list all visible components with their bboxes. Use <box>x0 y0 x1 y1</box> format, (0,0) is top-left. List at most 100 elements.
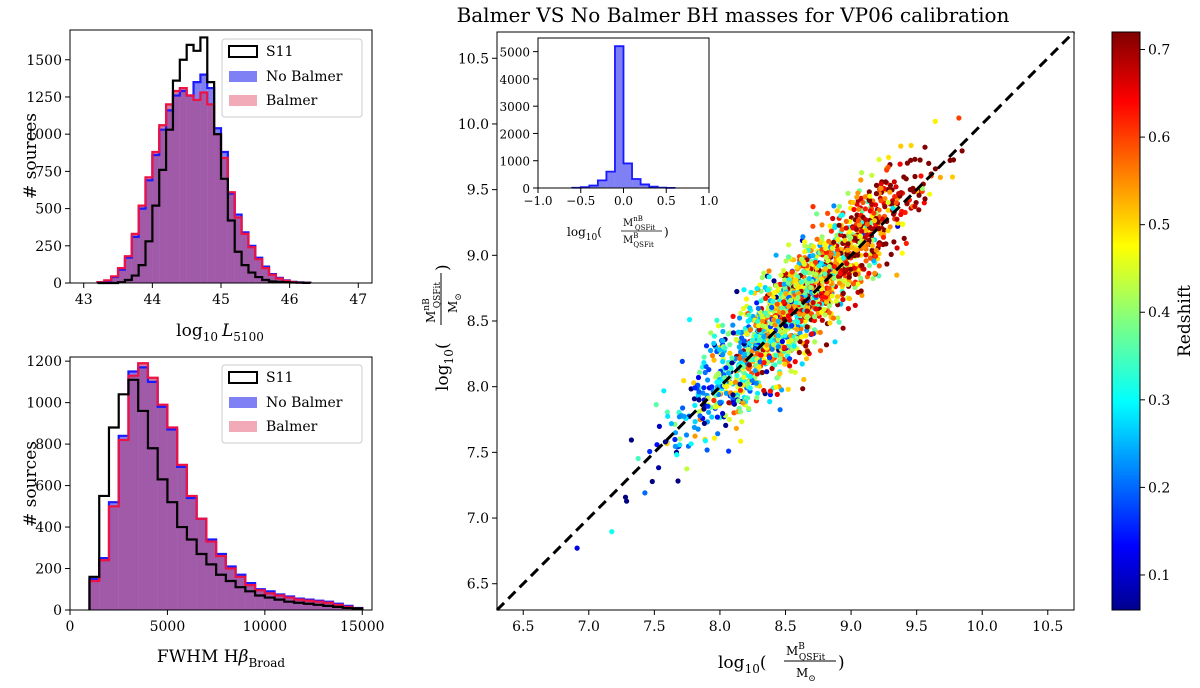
scatter-point <box>754 285 760 292</box>
scatter-point <box>704 447 710 453</box>
scatter-point <box>893 200 899 206</box>
scatter-point <box>746 405 752 412</box>
scatter-point <box>726 448 732 454</box>
scatter-point <box>787 356 793 362</box>
scatter-point <box>885 164 891 170</box>
scatter-point <box>764 369 770 375</box>
x-tick-label: 47 <box>349 292 367 308</box>
overlap-bar <box>269 274 276 283</box>
scatter-x-axis-label: log10( MB QSFit M⊙ ) <box>718 642 845 684</box>
scatter-point <box>700 390 706 396</box>
scatter-point <box>834 208 840 214</box>
scatter-point <box>862 194 868 200</box>
scatter-point <box>738 438 744 444</box>
colorbar-tick-label: 0.5 <box>1148 218 1170 234</box>
scatter-point <box>876 263 882 269</box>
scatter-point <box>773 252 779 258</box>
scatter-point <box>828 251 834 257</box>
scatter-point <box>888 251 894 257</box>
scatter-point <box>679 358 685 364</box>
y-tick-label: 1500 <box>26 53 62 69</box>
scatter-point <box>860 199 866 206</box>
balmer-bar <box>159 125 167 130</box>
scatter-point <box>806 270 813 276</box>
scatter-point <box>765 287 771 293</box>
scatter-point <box>798 256 805 262</box>
scatter-point <box>840 325 846 331</box>
y-tick-label: 0 <box>522 182 530 196</box>
colorbar-gradient <box>1111 31 1141 611</box>
scatter-point <box>898 143 904 149</box>
scatter-xlabel-numerator: MB QSFit <box>786 642 826 663</box>
scatter-point <box>725 331 731 337</box>
scatter-point <box>885 207 891 213</box>
scatter-point <box>749 337 755 343</box>
scatter-point <box>901 174 907 180</box>
scatter-point <box>711 333 718 339</box>
scatter-ylabel-log-text: log <box>433 364 453 391</box>
scatter-point <box>883 241 889 247</box>
y-tick-label: 2000 <box>499 127 530 141</box>
scatter-xlabel-num-main: M <box>786 644 798 658</box>
scatter-point <box>845 190 851 196</box>
scatter-point <box>781 344 788 350</box>
scatter-point <box>791 343 797 349</box>
scatter-point <box>826 285 832 291</box>
scatter-point <box>730 313 736 319</box>
scatter-point <box>805 349 811 355</box>
x-tick-label: 8.5 <box>774 619 796 635</box>
balmer-bar <box>145 177 153 181</box>
s11-step-line <box>88 378 364 610</box>
scatter-point <box>701 354 707 360</box>
scatter-point <box>903 240 909 246</box>
y-tick-label: 1250 <box>26 90 62 106</box>
scatter-point <box>823 294 829 300</box>
scatter-point <box>866 189 872 195</box>
x-tick-label: 9.5 <box>906 619 928 635</box>
scatter-ylabel-numerator: MnBQSFit <box>422 282 443 323</box>
scatter-point <box>774 301 780 307</box>
scatter-point <box>822 266 829 272</box>
scatter-point <box>746 366 752 372</box>
scatter-point <box>716 370 722 376</box>
scatter-xlabel-log-sub: 10 <box>745 662 760 676</box>
scatter-point <box>867 193 873 199</box>
scatter-point <box>852 235 858 241</box>
scatter-point <box>912 173 918 180</box>
scatter-point <box>722 345 728 351</box>
scatter-point <box>730 392 736 398</box>
scatter-point <box>688 441 694 447</box>
y-tick-label: 9.0 <box>467 248 489 264</box>
scatter-point <box>574 545 580 551</box>
overlap-bar <box>118 269 125 283</box>
scatter-point <box>705 403 711 409</box>
scatter-point <box>714 414 721 420</box>
x-tick-label: 6.5 <box>512 619 534 635</box>
scatter-point <box>706 367 712 373</box>
scatter-point <box>869 172 875 178</box>
scatter-point <box>740 400 746 406</box>
overlap-bar <box>234 217 242 283</box>
overlap-bar <box>138 367 148 610</box>
scatter-point <box>723 422 729 428</box>
scatter-point <box>675 478 681 484</box>
overlap-bar <box>104 280 112 283</box>
inset-step-line <box>571 45 676 189</box>
scatter-point <box>908 142 914 149</box>
scatter-point <box>843 267 849 273</box>
y-tick-label: 400 <box>35 520 62 536</box>
scatter-point <box>683 432 690 438</box>
overlap-bar <box>166 110 173 283</box>
scatter-point <box>810 253 816 259</box>
scatter-point <box>730 322 736 328</box>
scatter-point <box>799 334 805 340</box>
scatter-point <box>872 253 879 259</box>
scatter-point <box>701 420 708 426</box>
scatter-point <box>769 304 775 310</box>
scatter-point <box>838 213 844 219</box>
luminosity-x-axis-label: log10 L5100 <box>176 321 264 344</box>
scatter-point <box>828 228 835 234</box>
scatter-point <box>767 399 773 405</box>
scatter-point <box>880 234 887 240</box>
scatter-point <box>813 259 819 265</box>
